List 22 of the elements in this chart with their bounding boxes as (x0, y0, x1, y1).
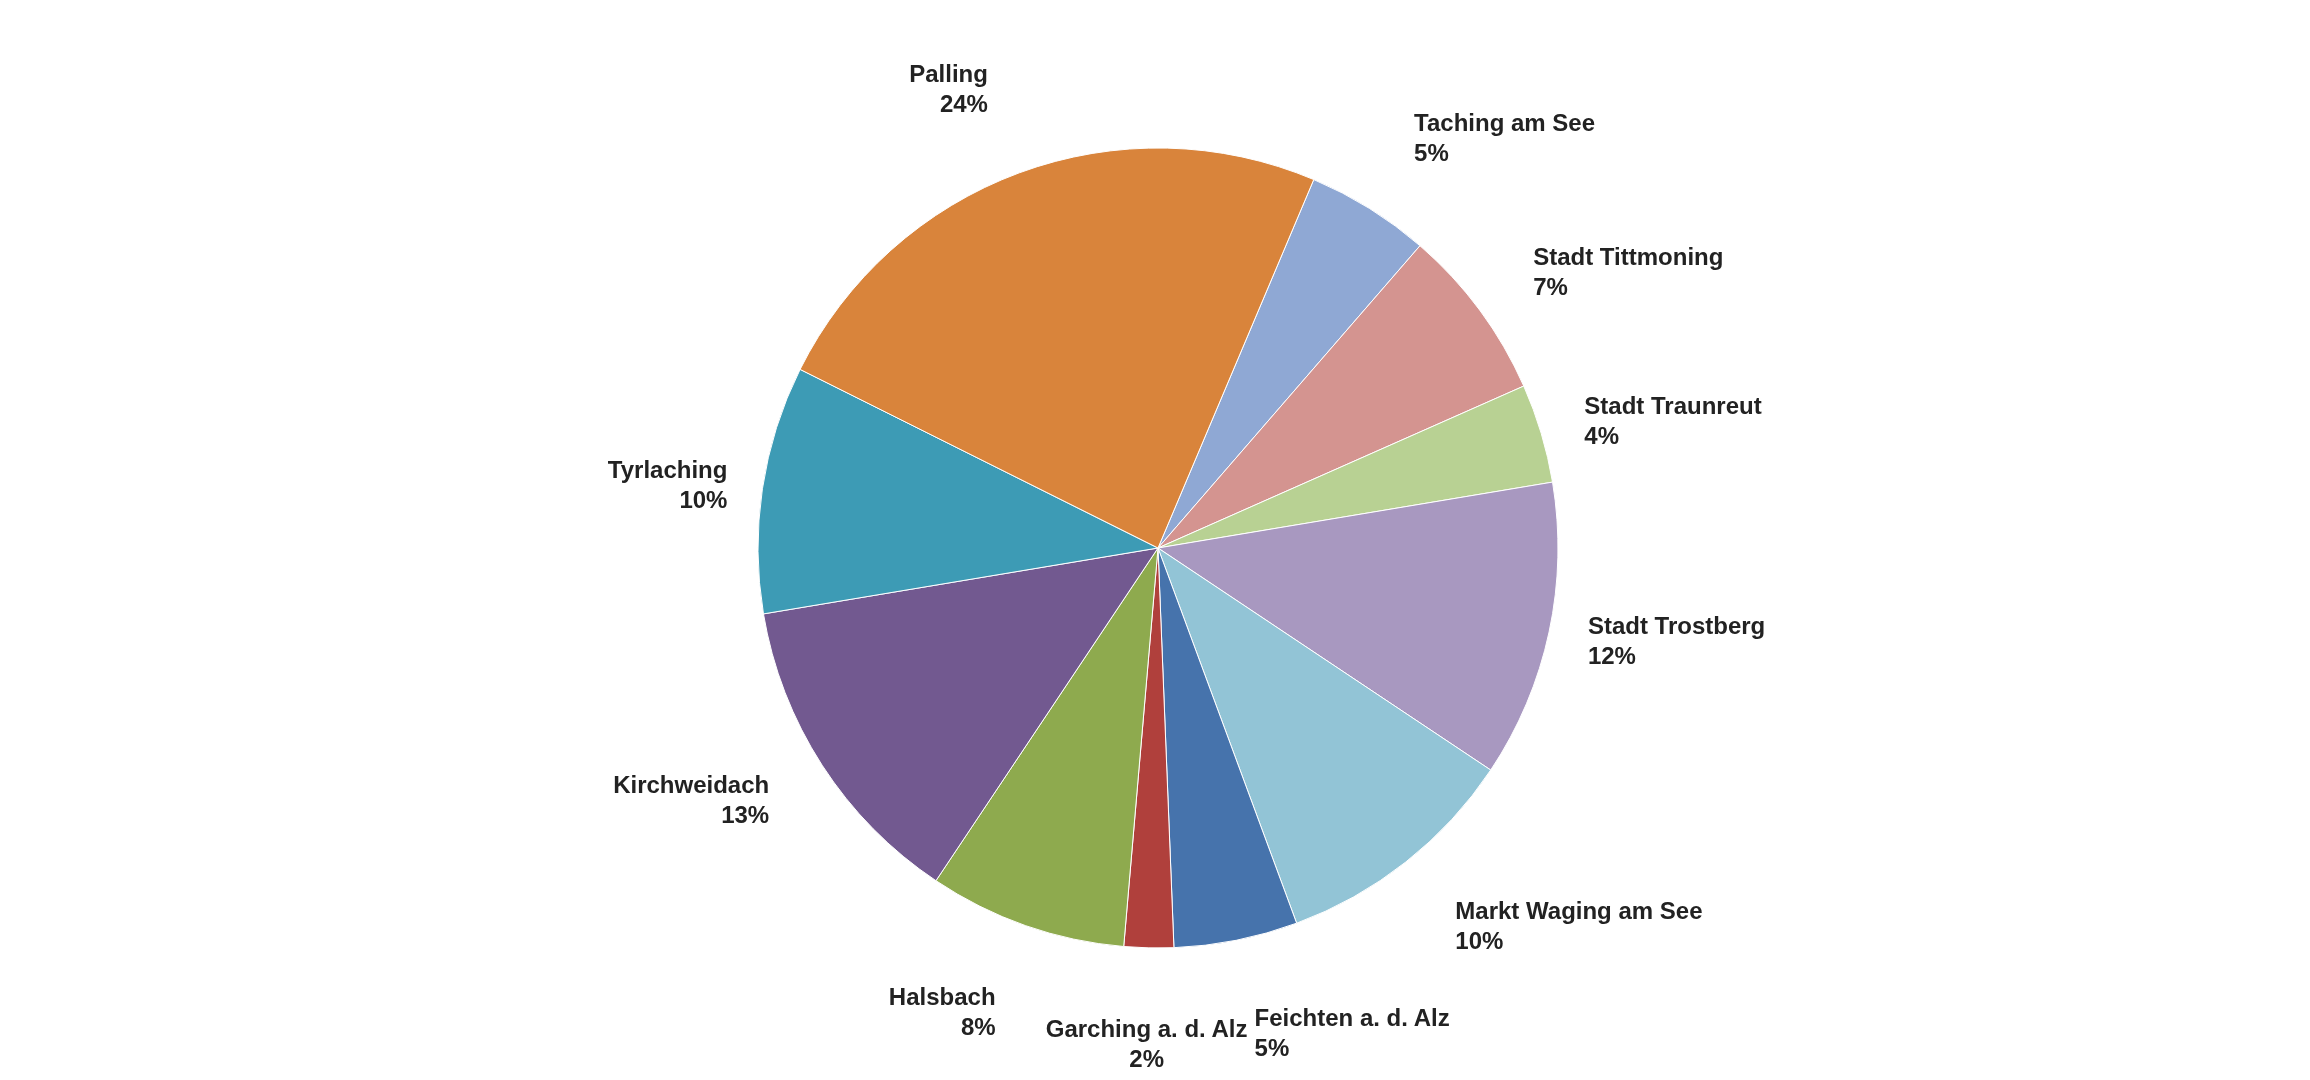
data-label: 13% (721, 801, 770, 829)
data-label: 12% (1587, 642, 1636, 670)
data-label: 4% (1584, 422, 1620, 450)
data-label: 24% (939, 89, 988, 117)
slice-label: Feichten a. d. Alz (1254, 1004, 1450, 1032)
data-label: 2% (1129, 1044, 1164, 1072)
slice-label: Garching a. d. Alz (1045, 1014, 1248, 1042)
slice-label: Stadt Tittmoning (1533, 242, 1724, 270)
data-label: 5% (1254, 1034, 1290, 1062)
slice-label: Stadt Traunreut (1584, 392, 1762, 420)
data-label: 10% (1455, 926, 1504, 954)
slice-label: Markt Waging am See (1455, 896, 1703, 924)
data-label: 8% (960, 1013, 996, 1041)
slice-label: Taching am See (1414, 108, 1596, 136)
slice-label: Palling (909, 59, 988, 87)
data-label: 5% (1414, 138, 1449, 166)
slice-label: Halsbach (888, 983, 996, 1011)
slice-label: Tyrlaching (607, 455, 728, 483)
data-label: 7% (1533, 272, 1568, 300)
slice-label: Kirchweidach (613, 771, 770, 799)
data-label: 10% (679, 485, 728, 513)
slice-label: Stadt Trostberg (1587, 612, 1766, 640)
